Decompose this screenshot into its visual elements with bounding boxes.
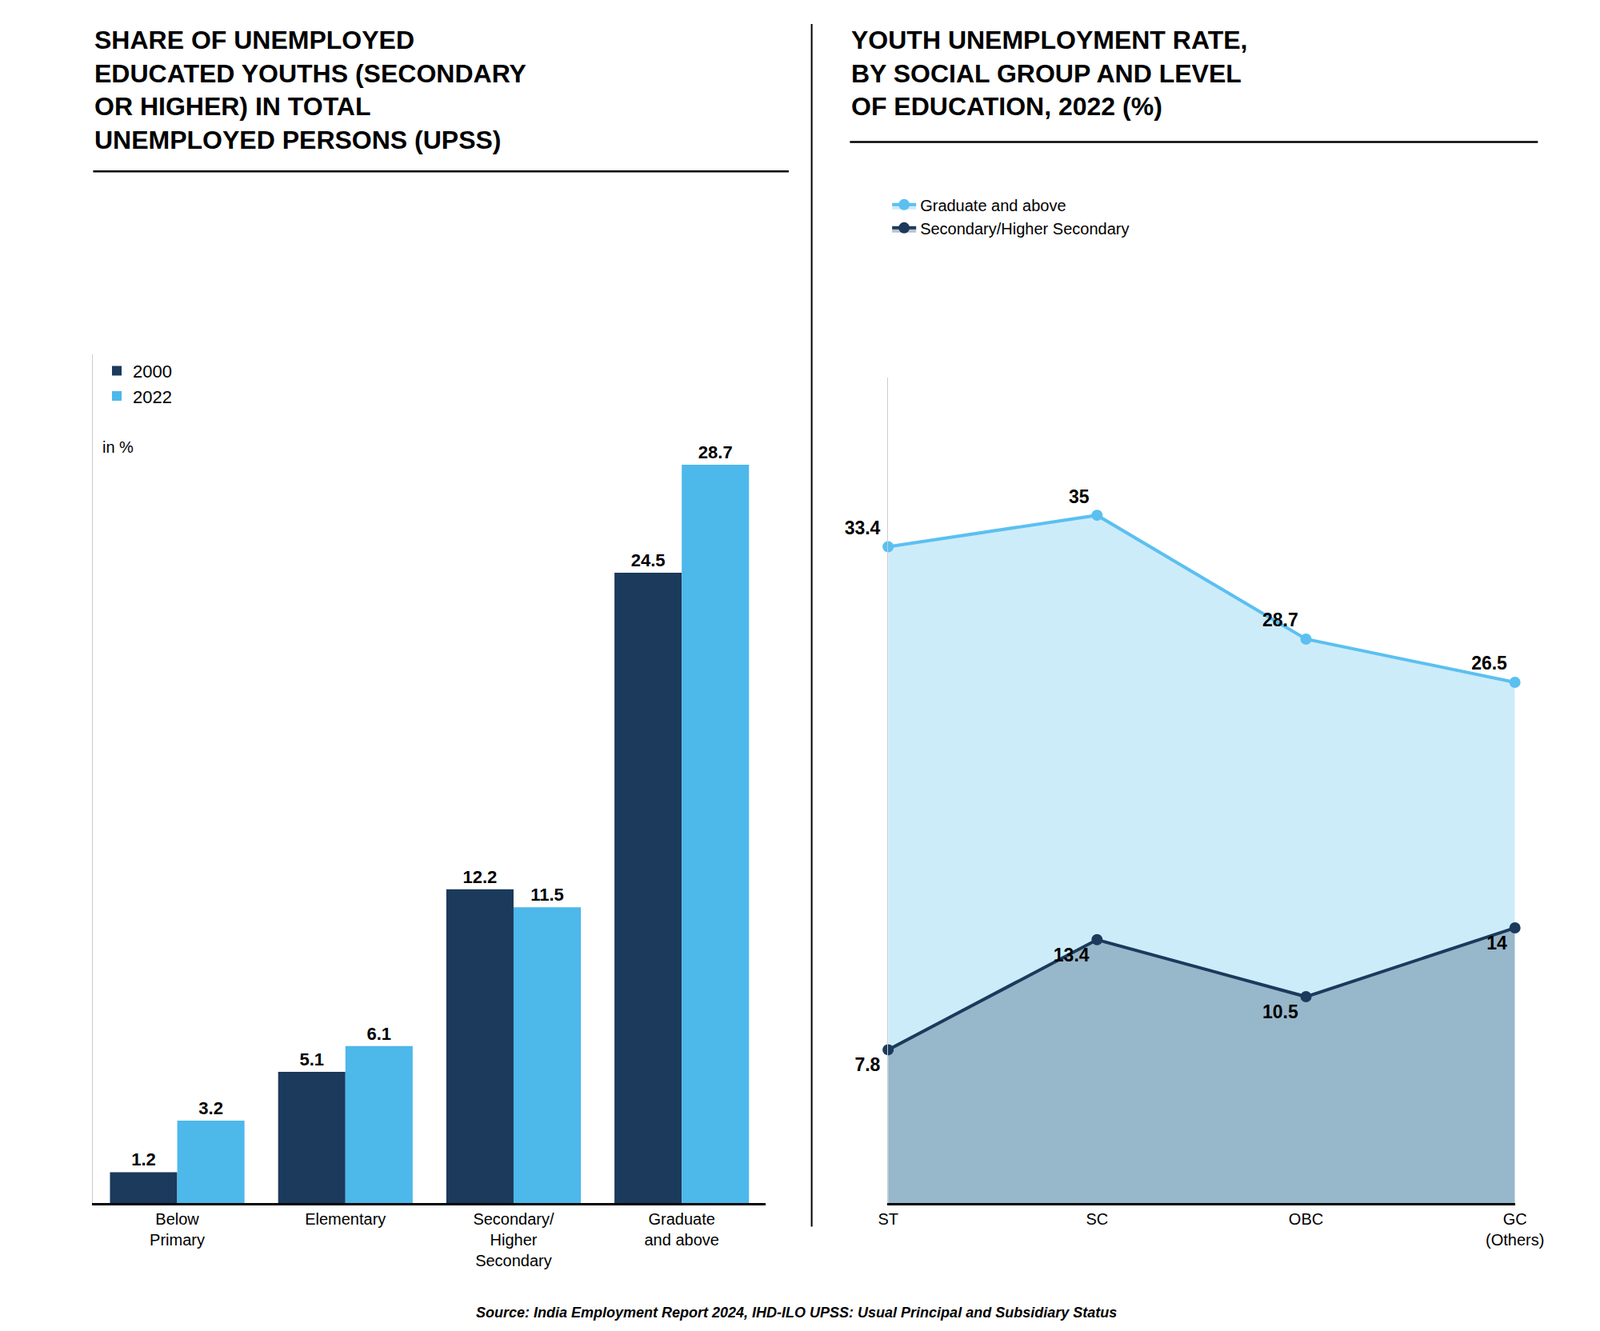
svg-text:Secondary/Higher Secondary: Secondary/Higher Secondary xyxy=(920,220,1129,238)
svg-text:35: 35 xyxy=(1068,486,1090,508)
svg-text:12.2: 12.2 xyxy=(463,867,498,888)
svg-text:Graduate and above: Graduate and above xyxy=(920,196,1066,215)
svg-text:14: 14 xyxy=(1486,932,1508,954)
svg-text:10.5: 10.5 xyxy=(1262,1001,1299,1023)
svg-text:26.5: 26.5 xyxy=(1471,652,1508,674)
svg-text:3.2: 3.2 xyxy=(198,1098,224,1119)
svg-text:2022: 2022 xyxy=(132,387,172,408)
svg-text:Graduateand above: Graduateand above xyxy=(644,1210,719,1249)
svg-text:2000: 2000 xyxy=(132,361,172,382)
svg-text:BelowPrimary: BelowPrimary xyxy=(149,1210,205,1249)
svg-text:YOUTH UNEMPLOYMENT RATE,BY SOC: YOUTH UNEMPLOYMENT RATE,BY SOCIAL GROUP … xyxy=(851,25,1248,121)
svg-text:7.8: 7.8 xyxy=(854,1054,880,1076)
svg-text:5.1: 5.1 xyxy=(299,1049,324,1070)
svg-text:SHARE OF UNEMPLOYEDEDUCATED YO: SHARE OF UNEMPLOYEDEDUCATED YOUTHS (SECO… xyxy=(94,25,527,155)
svg-text:11.5: 11.5 xyxy=(530,884,564,905)
svg-text:ST: ST xyxy=(877,1210,899,1228)
svg-text:28.7: 28.7 xyxy=(1262,609,1299,631)
svg-text:1.2: 1.2 xyxy=(131,1149,156,1170)
svg-text:6.1: 6.1 xyxy=(367,1024,392,1044)
svg-text:SC: SC xyxy=(1085,1210,1108,1228)
svg-text:28.7: 28.7 xyxy=(698,442,733,463)
svg-text:Elementary: Elementary xyxy=(304,1210,386,1228)
svg-text:GC(Others): GC(Others) xyxy=(1485,1210,1544,1249)
svg-text:OBC: OBC xyxy=(1288,1210,1324,1228)
svg-text:24.5: 24.5 xyxy=(631,550,666,571)
svg-text:33.4: 33.4 xyxy=(844,517,881,539)
svg-text:Secondary/HigherSecondary: Secondary/HigherSecondary xyxy=(472,1210,555,1270)
svg-text:in %: in % xyxy=(102,438,134,456)
svg-text:13.4: 13.4 xyxy=(1053,944,1090,966)
svg-text:Source: India Employment Repor: Source: India Employment Report 2024, IH… xyxy=(476,1304,1117,1321)
